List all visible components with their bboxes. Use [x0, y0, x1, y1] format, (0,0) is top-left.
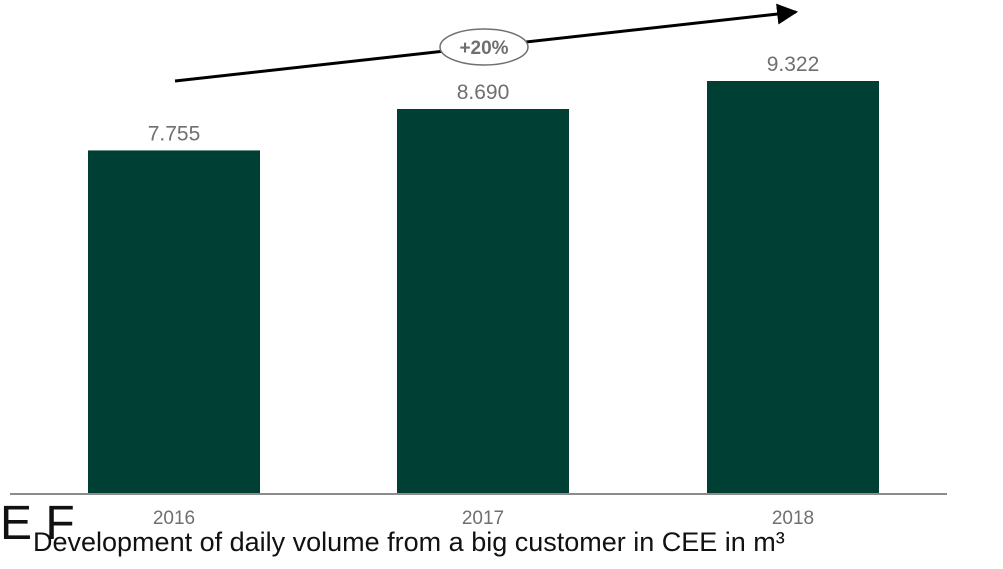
bar-2016 — [88, 150, 260, 494]
bar-2017 — [397, 109, 569, 494]
growth-annotation: +20% — [459, 38, 508, 59]
left-edge-text-fragment: E F — [0, 497, 75, 550]
bar-2018 — [707, 81, 879, 494]
chart-caption: Development of daily volume from a big c… — [33, 527, 785, 557]
bar-value-label-2018: 9.322 — [767, 53, 820, 76]
bar-value-label-2017: 8.690 — [457, 81, 510, 104]
bar-value-label-2016: 7.755 — [148, 122, 201, 145]
x-tick-label-2016: 2016 — [153, 508, 195, 529]
x-tick-label-2017: 2017 — [462, 508, 504, 529]
growth-badge — [439, 28, 529, 66]
x-tick-label-2018: 2018 — [772, 508, 814, 529]
